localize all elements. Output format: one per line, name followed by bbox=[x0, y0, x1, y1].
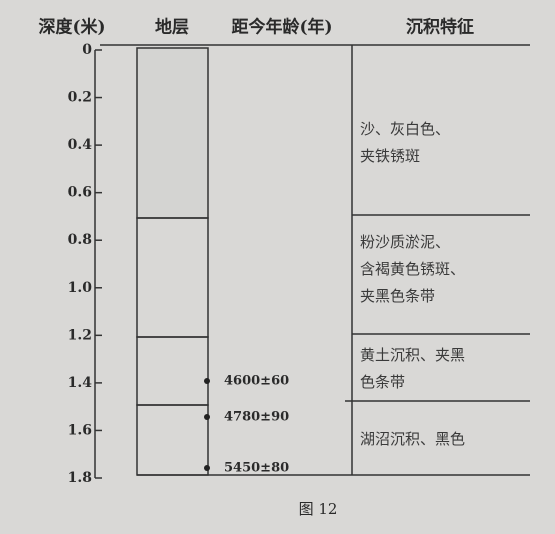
header: 沉积特征 bbox=[406, 17, 474, 38]
description: 沙、灰白色、 bbox=[360, 120, 450, 138]
layer bbox=[137, 48, 208, 218]
header: 深度(米) bbox=[38, 17, 105, 38]
depth-label: 0.2 bbox=[68, 90, 92, 106]
depth-label: 0.8 bbox=[68, 232, 92, 248]
date-dot bbox=[204, 378, 210, 384]
description: 湖沼沉积、黑色 bbox=[360, 430, 465, 448]
date-label: 5450±80 bbox=[224, 461, 289, 476]
depth-label: 1.2 bbox=[68, 327, 92, 343]
header: 地层 bbox=[155, 17, 189, 38]
description: 夹铁锈斑 bbox=[360, 147, 420, 165]
description: 含褐黄色锈斑、 bbox=[360, 260, 465, 278]
header: 距今年龄(年) bbox=[231, 17, 332, 38]
description: 粉沙质淤泥、 bbox=[360, 233, 450, 251]
description: 色条带 bbox=[360, 373, 405, 391]
description: 夹黑色条带 bbox=[360, 287, 435, 305]
depth-label: 1.0 bbox=[68, 280, 93, 296]
caption: 图 12 bbox=[299, 500, 338, 518]
date-dot bbox=[204, 414, 210, 420]
depth-label: 0 bbox=[82, 42, 92, 58]
date-label: 4600±60 bbox=[224, 374, 289, 389]
depth-label: 1.4 bbox=[68, 375, 93, 391]
depth-label: 0.6 bbox=[68, 185, 92, 201]
depth-label: 1.6 bbox=[68, 422, 92, 438]
date-dot bbox=[204, 465, 210, 471]
depth-label: 0.4 bbox=[68, 137, 93, 153]
depth-label: 1.8 bbox=[68, 470, 92, 486]
date-label: 4780±90 bbox=[224, 410, 289, 425]
description: 黄土沉积、夹黑 bbox=[360, 346, 465, 364]
